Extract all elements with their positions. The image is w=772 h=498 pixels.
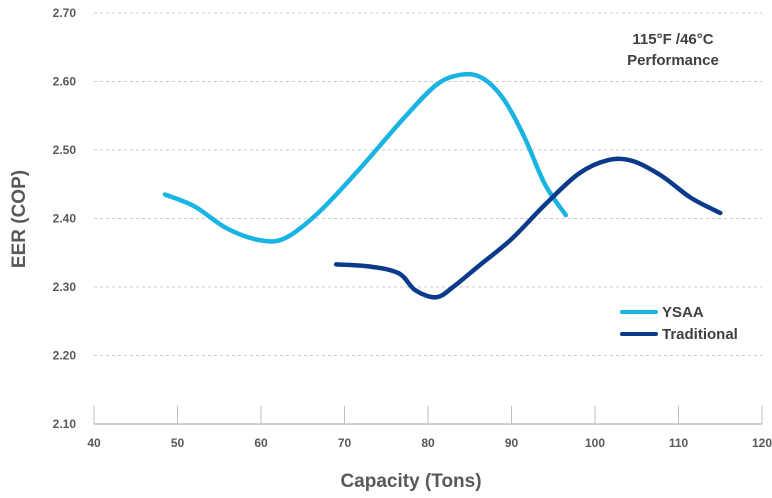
y-tick-label-2.40: 2.40 [53, 212, 77, 226]
x-axis-title: Capacity (Tons) [340, 471, 481, 492]
x-tick-label-90: 90 [505, 436, 519, 450]
series-lines [162, 71, 723, 300]
x-tick-label-60: 60 [254, 436, 268, 450]
y-tick-label-2.60: 2.60 [53, 75, 77, 89]
legend-label-ysaa: YSAA [662, 304, 704, 321]
series-line-traditional [333, 156, 723, 300]
y-tick-label-2.70: 2.70 [53, 6, 77, 20]
x-tick-label-40: 40 [87, 436, 101, 450]
x-tick-label-50: 50 [171, 436, 185, 450]
annotation-line-1: 115°F /46°C [632, 31, 713, 48]
legend-label-traditional: Traditional [662, 326, 738, 343]
y-axis-title: EER (COP) [9, 170, 30, 268]
x-tick-label-100: 100 [585, 436, 605, 450]
y-tick-label-2.10: 2.10 [53, 417, 77, 431]
x-tick-label-120: 120 [752, 436, 772, 450]
x-tick-label-70: 70 [338, 436, 352, 450]
axes: 2.10 2.20 2.30 2.40 2.50 2.60 2.70 40 50 60 70 80 90… [53, 6, 772, 450]
x-tick-label-110: 110 [669, 436, 689, 450]
y-tick-label-2.30: 2.30 [53, 280, 77, 294]
y-tick-label-2.20: 2.20 [53, 349, 77, 363]
x-tick-label-80: 80 [421, 436, 435, 450]
series-line-ysaa [162, 71, 569, 244]
annotation-line-2: Performance [627, 52, 719, 69]
legend: YSAA Traditional [620, 304, 738, 343]
y-tick-label-2.50: 2.50 [53, 143, 77, 157]
